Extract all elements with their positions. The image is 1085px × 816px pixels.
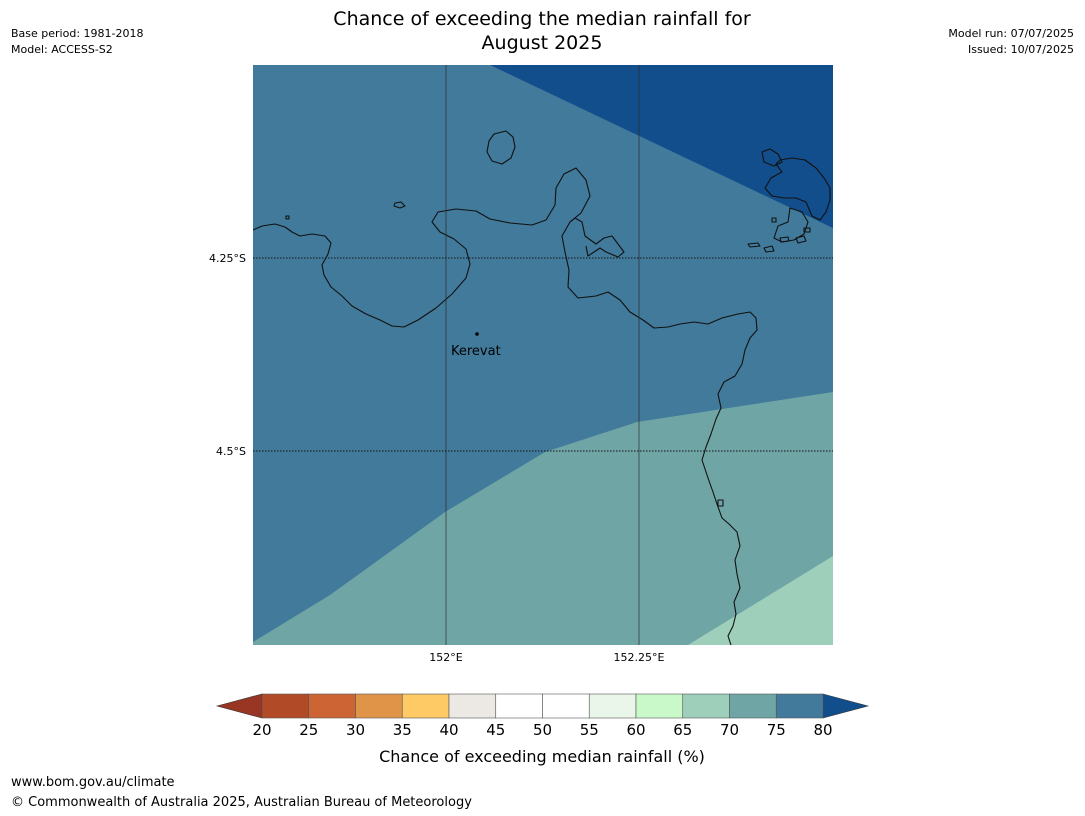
colorbar-tick-label: 70 <box>720 721 739 739</box>
islet-2 <box>747 242 761 248</box>
coastline-main <box>253 167 758 645</box>
islet-5 <box>779 236 790 243</box>
colorbar-cell <box>448 693 497 719</box>
coastline <box>253 130 831 645</box>
header-right: Model run: 07/07/2025 Issued: 10/07/2025 <box>948 26 1074 58</box>
model-text: Model: ACCESS-S2 <box>11 43 113 56</box>
issued-text: Issued: 10/07/2025 <box>967 43 1074 56</box>
island-east-2 <box>761 148 783 167</box>
colorbar-tick-label: 25 <box>299 721 318 739</box>
colorbar-cell <box>401 693 450 719</box>
zone-above-80 <box>490 65 833 228</box>
colorbar-label: Chance of exceeding median rainfall (%) <box>379 747 705 766</box>
colorbar-cell <box>308 693 356 719</box>
colorbar-tick-label: 50 <box>533 721 552 739</box>
title-line-1: Chance of exceeding the median rainfall … <box>333 8 751 30</box>
colorbar-cell <box>635 693 684 719</box>
zone-65-70 <box>688 556 833 645</box>
colorbar-tick-label: 40 <box>439 721 458 739</box>
colorbar-cell <box>729 693 777 719</box>
kerevat-label: Kerevat <box>451 344 501 359</box>
colorbar-tick-label: 35 <box>393 721 412 739</box>
map-title: Chance of exceeding the median rainfall … <box>242 7 842 55</box>
zone-70-75 <box>253 392 833 645</box>
colorbar-tick-label: 30 <box>346 721 365 739</box>
islet-3 <box>763 245 775 253</box>
colorbar-cell <box>355 693 403 719</box>
colorbar-high-extension <box>822 693 870 719</box>
island-north <box>486 130 516 165</box>
colorbar-cell <box>775 693 824 719</box>
model-run-text: Model run: 07/07/2025 <box>948 27 1074 40</box>
colorbar-cell <box>495 693 543 719</box>
island-east <box>764 157 831 221</box>
islet-6 <box>285 215 290 220</box>
base-period-text: Base period: 1981-2018 <box>11 27 144 40</box>
lat-label-4-5: 4.5°S <box>216 445 246 458</box>
colorbar-tick-label: 80 <box>813 721 832 739</box>
title-line-2: August 2025 <box>481 32 603 54</box>
colorbar-tick-label: 45 <box>486 721 505 739</box>
kerevat-marker <box>475 332 479 336</box>
colorbar-cells <box>261 693 824 719</box>
colorbar-cell <box>261 693 310 719</box>
islet-9 <box>717 499 724 507</box>
colorbar-cell <box>588 693 637 719</box>
lon-label-152-25: 152.25°E <box>614 651 665 664</box>
footer-url[interactable]: www.bom.gov.au/climate <box>11 775 175 790</box>
islet-4 <box>795 235 807 244</box>
islet-7 <box>803 227 811 233</box>
colorbar-cell <box>542 693 590 719</box>
lon-label-152: 152°E <box>429 651 462 664</box>
colorbar-tick-label: 75 <box>767 721 786 739</box>
footer-copyright: © Commonwealth of Australia 2025, Austra… <box>11 795 472 810</box>
rainfall-map: Kerevat 4.25°S 4.5°S 152°E 152.25°E <box>209 65 833 664</box>
islet-8 <box>771 217 777 223</box>
colorbar-tick-label: 65 <box>673 721 692 739</box>
header-left: Base period: 1981-2018 Model: ACCESS-S2 <box>11 26 143 58</box>
colorbar-low-extension <box>215 693 263 719</box>
peninsula-loop <box>569 217 625 258</box>
colorbar-tick-label: 60 <box>626 721 645 739</box>
colorbar-cell <box>682 693 730 719</box>
islet-1 <box>393 201 406 209</box>
colorbar-tick-label: 20 <box>252 721 271 739</box>
lat-label-4-25: 4.25°S <box>209 252 246 265</box>
colorbar-ticks: 20 25 30 35 40 45 50 55 60 65 70 75 80 <box>252 721 832 739</box>
colorbar-tick-label: 55 <box>580 721 599 739</box>
